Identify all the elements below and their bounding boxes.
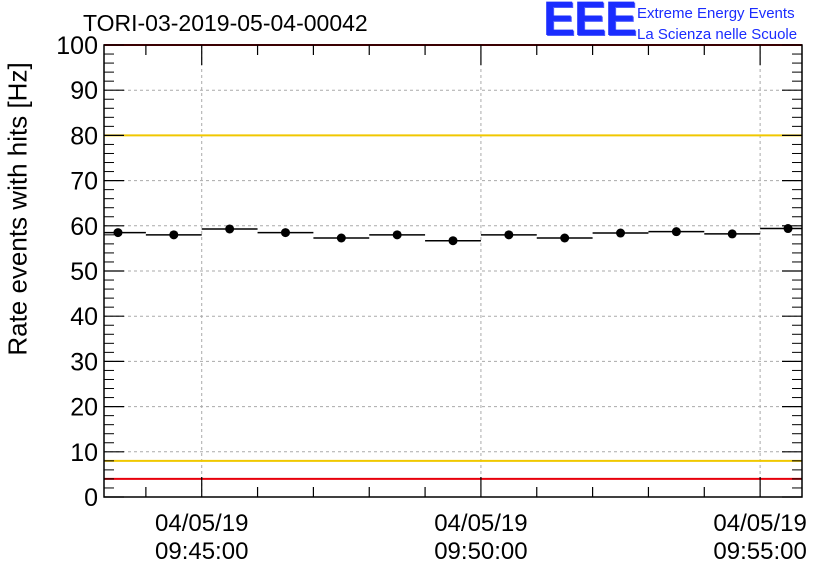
data-point — [169, 230, 179, 240]
data-point — [560, 233, 570, 243]
y-tick-label: 10 — [70, 439, 98, 467]
data-point — [392, 230, 402, 240]
x-tick-date-label: 04/05/19 — [155, 510, 248, 537]
data-point — [727, 229, 737, 239]
y-tick-label: 90 — [70, 77, 98, 105]
logo-line-2: La Scienza nelle Scuole — [637, 26, 798, 43]
data-point — [336, 233, 346, 243]
eee-logo: EEE Extreme Energy Events La Scienza nel… — [543, 0, 833, 46]
eee-logo-mark: EEE — [543, 0, 637, 46]
x-tick-time-label: 09:55:00 — [713, 538, 806, 565]
data-point — [448, 236, 458, 246]
y-tick-label: 50 — [70, 258, 98, 286]
y-tick-label: 100 — [56, 32, 98, 60]
grid — [104, 45, 802, 497]
y-tick-label: 80 — [70, 122, 98, 150]
chart-title: TORI-03-2019-05-04-00042 — [83, 10, 368, 36]
data-point — [113, 228, 123, 238]
data-point — [225, 224, 235, 234]
reference-lines — [104, 44, 802, 480]
data-point — [280, 228, 290, 238]
data-point — [504, 230, 514, 240]
y-tick-label: 20 — [70, 394, 98, 422]
y-tick-label: 30 — [70, 348, 98, 376]
x-tick-date-label: 04/05/19 — [713, 510, 806, 537]
y-tick-label: 60 — [70, 213, 98, 241]
x-tick-time-label: 09:50:00 — [434, 538, 527, 565]
x-tick-time-label: 09:45:00 — [155, 538, 248, 565]
axes: 010203040506070809010004/05/1909:45:0004… — [56, 32, 807, 565]
y-tick-label: 0 — [84, 484, 98, 512]
logo-line-1: Extreme Energy Events — [637, 5, 795, 22]
y-tick-label: 40 — [70, 303, 98, 331]
y-tick-label: 70 — [70, 168, 98, 196]
data-series — [104, 224, 802, 246]
data-point — [671, 227, 681, 237]
x-tick-date-label: 04/05/19 — [434, 510, 527, 537]
data-point — [616, 228, 626, 238]
